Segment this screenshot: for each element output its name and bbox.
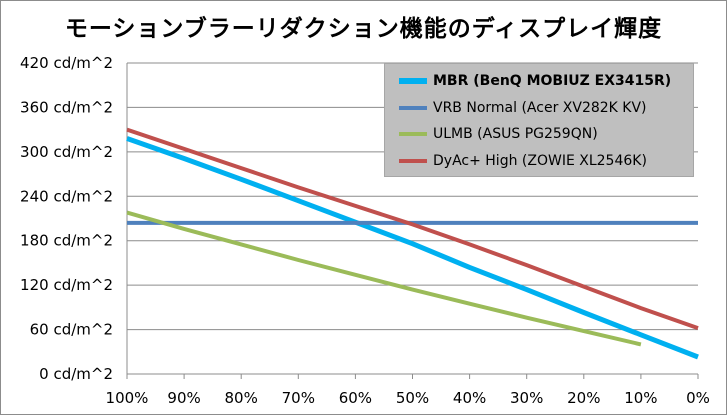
legend-label: MBR (BenQ MOBIUZ EX3415R) [433,73,672,90]
x-tick-label: 70% [282,389,315,407]
x-tick-label: 40% [453,389,486,407]
legend-swatch [399,158,427,163]
y-tick-label: 360 cd/m^2 [20,98,113,116]
legend-item: MBR (BenQ MOBIUZ EX3415R) [385,68,693,95]
y-tick-label: 240 cd/m^2 [20,187,113,205]
legend-swatch [399,78,427,85]
y-tick-label: 120 cd/m^2 [20,276,113,294]
y-tick-label: 60 cd/m^2 [30,321,113,339]
legend-label: DyAc+ High (ZOWIE XL2546K) [433,152,647,169]
x-tick-label: 30% [510,389,543,407]
series-line-4 [126,127,699,330]
legend-swatch [399,132,427,137]
y-tick-label: 420 cd/m^2 [20,54,113,72]
series-line-3 [126,210,642,347]
x-tick-label: 100% [106,389,149,407]
x-tick-label: 80% [225,389,258,407]
legend-label: ULMB (ASUS PG259QN) [433,126,598,143]
y-tick-label: 180 cd/m^2 [20,232,113,250]
x-tick-label: 0% [686,389,710,407]
series-line-1 [126,136,699,360]
legend-swatch [399,105,427,110]
x-tick-label: 50% [396,389,429,407]
y-tick-label: 0 cd/m^2 [39,365,113,383]
legend-item: DyAc+ High (ZOWIE XL2546K) [385,148,693,175]
legend: MBR (BenQ MOBIUZ EX3415R) VRB Normal (Ace… [384,63,694,177]
x-tick-label: 60% [339,389,372,407]
x-tick-label: 10% [624,389,657,407]
x-tick-label: 90% [167,389,200,407]
y-tick-label: 300 cd/m^2 [20,143,113,161]
legend-item: ULMB (ASUS PG259QN) [385,121,693,148]
legend-item: VRB Normal (Acer XV282K KV) [385,95,693,122]
legend-label: VRB Normal (Acer XV282K KV) [433,99,647,116]
chart-title: モーションブラーリダクション機能のディスプレイ輝度 [64,16,663,42]
x-tick-label: 20% [567,389,600,407]
